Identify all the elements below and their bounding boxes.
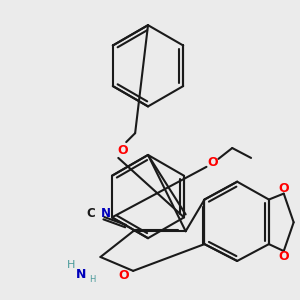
Text: C: C [86,207,95,220]
Text: O: O [278,182,289,195]
Text: O: O [118,269,129,282]
Text: H: H [89,275,96,284]
Text: O: O [117,143,128,157]
Text: O: O [207,156,218,170]
Text: N: N [76,268,86,281]
Text: N: N [100,207,110,220]
Text: H: H [67,260,75,270]
Text: O: O [278,250,289,262]
